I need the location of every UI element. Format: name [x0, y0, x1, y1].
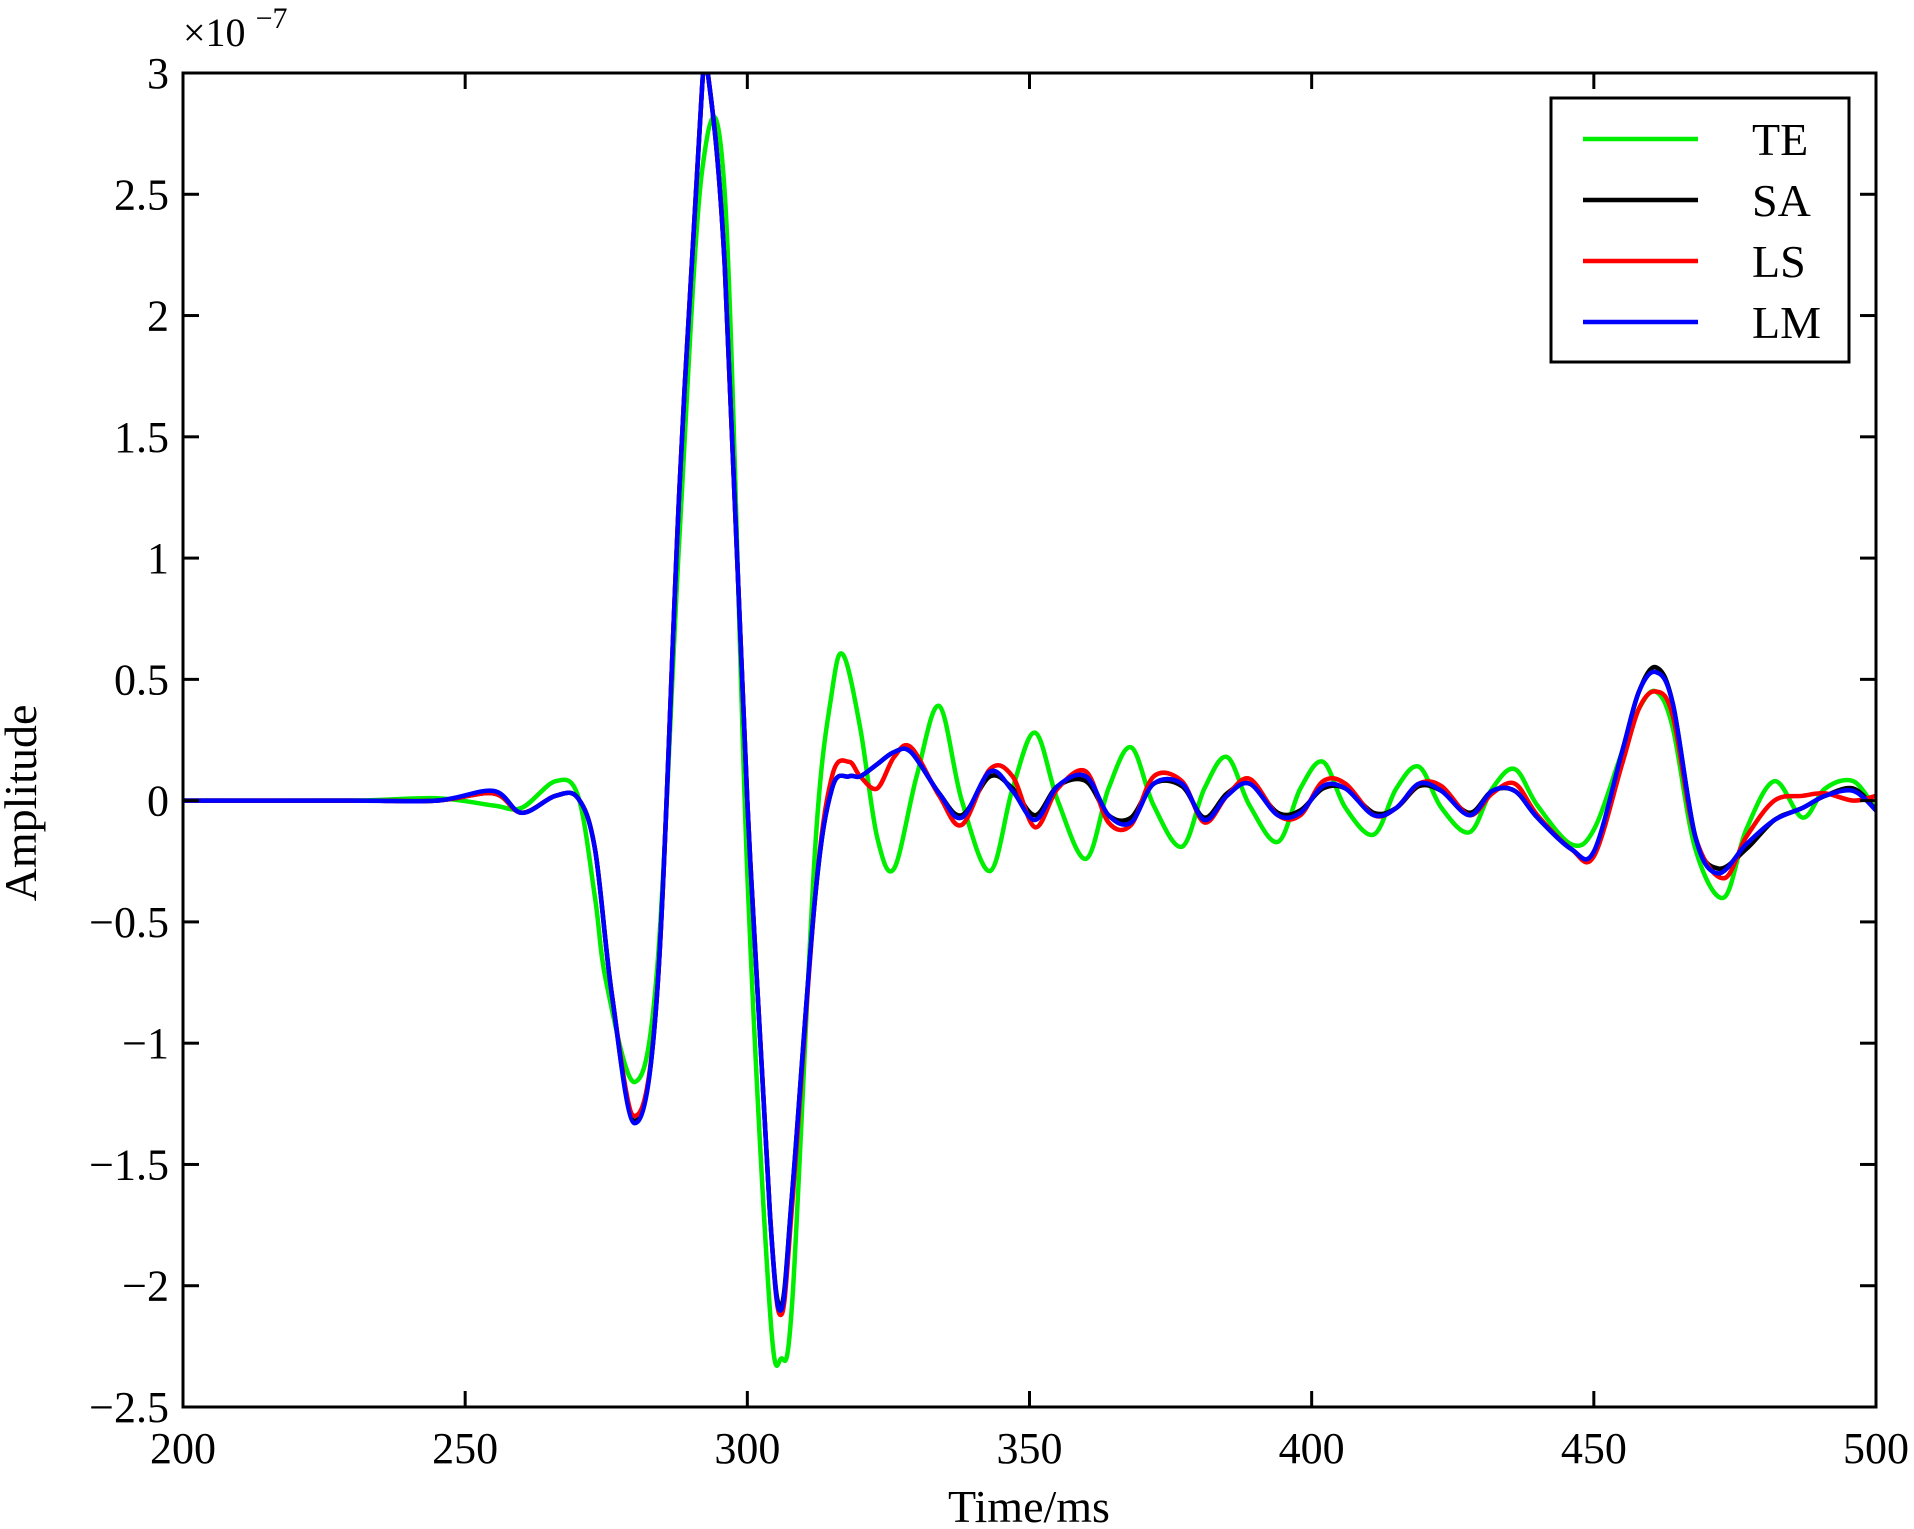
- legend: TE SA LS LM: [1549, 96, 1851, 364]
- y-tick-label: 3: [147, 49, 169, 98]
- series-line-lm: [183, 73, 1876, 1313]
- x-axis-title: Time/ms: [948, 1481, 1110, 1529]
- y-axis-title: Amplitude: [0, 705, 46, 902]
- y-multiplier-exponent: −7: [256, 2, 288, 35]
- y-multiplier-base: ×10: [183, 10, 246, 55]
- x-tick-label: 450: [1561, 1424, 1627, 1473]
- x-tick-label: 300: [714, 1424, 780, 1473]
- y-tick-label: 2.5: [114, 170, 169, 219]
- x-tick-label: 250: [432, 1424, 498, 1473]
- y-tick-label: −2.5: [89, 1383, 169, 1432]
- x-tick-label: 500: [1843, 1424, 1909, 1473]
- tick-layer: [181, 71, 1878, 1409]
- legend-label-te: TE: [1752, 114, 1808, 165]
- y-axis-multiplier: ×10 −7: [183, 2, 287, 55]
- x-tick-label: 350: [997, 1424, 1063, 1473]
- x-tick-label: 200: [150, 1424, 216, 1473]
- y-tick-label: 1: [147, 534, 169, 583]
- x-tick-label: 400: [1279, 1424, 1345, 1473]
- legend-label-ls: LS: [1752, 236, 1806, 287]
- y-tick-label: −1: [122, 1019, 169, 1068]
- legend-label-sa: SA: [1752, 175, 1811, 226]
- y-tick-label: −0.5: [89, 898, 169, 947]
- y-tick-label: 2: [147, 292, 169, 341]
- label-layer: 200 250 300 350 400 450 500 −2.5 −2 −1.5 −1 −0.5 0 0.…: [89, 49, 1909, 1473]
- y-tick-label: 0: [147, 777, 169, 826]
- legend-label-lm: LM: [1752, 297, 1821, 348]
- y-tick-label: −1.5: [89, 1140, 169, 1189]
- y-tick-label: 0.5: [114, 655, 169, 704]
- y-tick-label: −2: [122, 1262, 169, 1311]
- y-tick-label: 1.5: [114, 413, 169, 462]
- legend-box: [1549, 96, 1851, 364]
- series-layer: [183, 73, 1876, 1368]
